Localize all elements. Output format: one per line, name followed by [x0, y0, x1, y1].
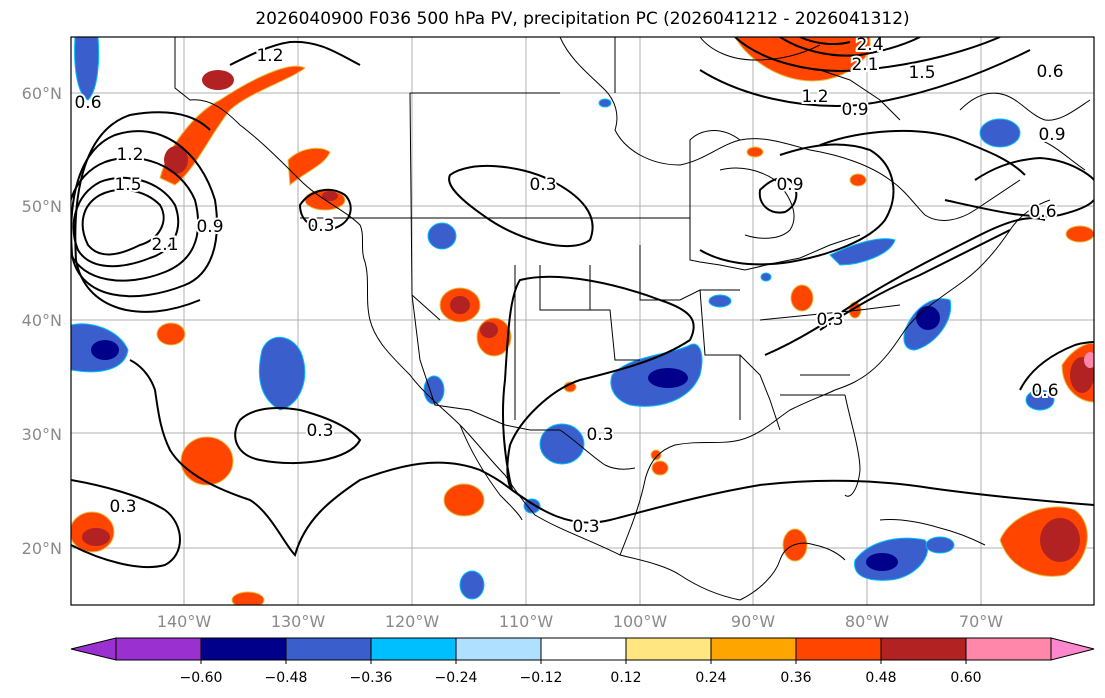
contour-label: 1.2 [116, 145, 143, 165]
precip-positive-areas [71, 37, 1094, 605]
lat-label: 20°N [22, 539, 62, 558]
colorbar-tick-label: −0.36 [350, 670, 393, 686]
contour-label: 1.5 [114, 175, 141, 195]
precip-negative-areas [71, 37, 1055, 600]
lat-label: 50°N [22, 197, 62, 216]
colorbar-segment [1050, 637, 1095, 661]
colorbar-segment [200, 637, 287, 661]
colorbar-tick-labels: −0.60 −0.48 −0.36 −0.24 −0.12 0.12 0.24 … [180, 670, 982, 686]
contour-label: 0.6 [1031, 381, 1058, 401]
contour-label: 0.6 [74, 93, 101, 113]
colorbar-segment [285, 637, 372, 661]
coastlines [174, 37, 1091, 601]
contour-label: 0.3 [529, 175, 556, 195]
colorbar-tick-label: −0.60 [180, 670, 223, 686]
contour-label: 1.2 [801, 87, 828, 107]
contour-label: 0.6 [1036, 62, 1063, 82]
colorbar-segment [455, 637, 542, 661]
lat-label: 40°N [22, 311, 62, 330]
contour-label: 1.2 [256, 46, 283, 66]
colorbar-segment [70, 637, 117, 661]
lon-label: 100°W [613, 612, 668, 631]
lon-label: 110°W [499, 612, 554, 631]
lon-label: 120°W [385, 612, 440, 631]
colorbar [70, 637, 1095, 664]
contour-label: 0.3 [109, 497, 136, 517]
colorbar-segment [795, 637, 882, 661]
lat-label: 30°N [22, 425, 62, 444]
contour-label: 0.6 [1029, 202, 1056, 222]
contour-label: 0.9 [841, 100, 868, 120]
contour-label: 0.3 [586, 425, 613, 445]
colorbar-segment [540, 637, 627, 661]
contour-label: 1.5 [908, 63, 935, 83]
colorbar-tick-label: −0.12 [520, 670, 563, 686]
contour-label: 0.9 [776, 175, 803, 195]
colorbar-segment [115, 637, 202, 661]
lon-label: 140°W [157, 612, 212, 631]
contour-label: 0.3 [307, 216, 334, 236]
colorbar-tick-label: 0.24 [695, 670, 726, 686]
colorbar-segment [880, 637, 967, 661]
colorbar-segment [710, 637, 797, 661]
latitude-labels: 20°N 30°N 40°N 50°N 60°N [22, 84, 62, 558]
map-frame [70, 36, 1095, 606]
lon-label: 70°W [959, 612, 1003, 631]
contour-label: 0.3 [816, 310, 843, 330]
colorbar-segment [625, 637, 712, 661]
contour-labels: 1.2 1.2 1.5 2.1 0.9 0.6 0.3 0.3 0.3 0.3 … [72, 35, 1067, 539]
colorbar-tick-label: 0.12 [610, 670, 641, 686]
contour-label: 2.1 [851, 55, 878, 75]
colorbar-segment [965, 637, 1052, 661]
pv-contours [71, 37, 1094, 569]
longitude-labels: 140°W 130°W 120°W 110°W 100°W 90°W 80°W … [157, 612, 1003, 631]
map-title: 2026040900 F036 500 hPa PV, precipitatio… [255, 9, 910, 29]
lon-label: 90°W [731, 612, 775, 631]
contour-label: 2.1 [151, 235, 178, 255]
colorbar-tick-label: 0.60 [950, 670, 981, 686]
contour-label: 0.3 [572, 517, 599, 537]
colorbar-segment [370, 637, 457, 661]
colorbar-tick-label: −0.24 [435, 670, 478, 686]
contour-label: 0.3 [306, 421, 333, 441]
lon-label: 130°W [271, 612, 326, 631]
contour-label: 0.9 [1038, 125, 1065, 145]
contour-label: 0.9 [196, 217, 223, 237]
lon-label: 80°W [845, 612, 889, 631]
lat-label: 60°N [22, 84, 62, 103]
contour-label: 2.4 [856, 35, 883, 55]
colorbar-tick-label: 0.48 [865, 670, 896, 686]
colorbar-tick-label: 0.36 [780, 670, 811, 686]
colorbar-tick-label: −0.48 [265, 670, 308, 686]
